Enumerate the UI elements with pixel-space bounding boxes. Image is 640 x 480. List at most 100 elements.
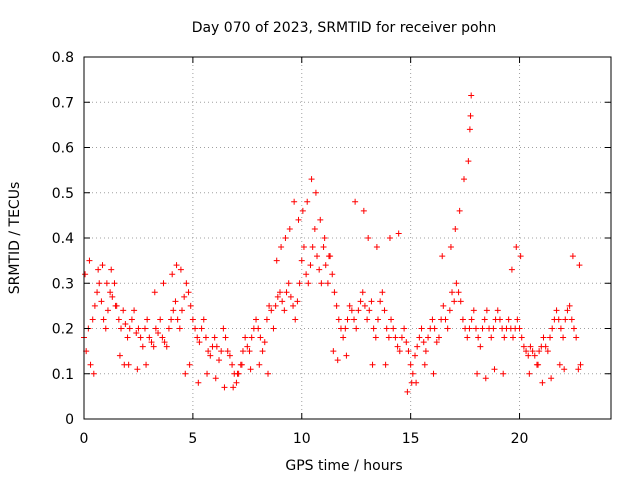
data-point [230, 384, 237, 391]
data-point [222, 334, 229, 341]
data-point [161, 339, 168, 346]
data-point [570, 325, 577, 332]
data-point [474, 370, 481, 377]
grid-lines [84, 57, 611, 419]
data-point [468, 316, 475, 323]
data-point [412, 352, 419, 359]
chart-title: Day 070 of 2023, SRMTID for receiver poh… [192, 20, 497, 36]
data-point [234, 370, 241, 377]
data-point [183, 280, 190, 287]
data-point [304, 198, 311, 205]
data-point [526, 370, 533, 377]
data-point [86, 257, 93, 264]
data-point [372, 334, 379, 341]
data-point [281, 307, 288, 314]
data-point [453, 280, 460, 287]
data-point [185, 289, 192, 296]
y-tick-label: 0.6 [52, 141, 74, 157]
data-point [413, 379, 420, 386]
data-point [96, 280, 103, 287]
y-tick-label: 0.1 [52, 367, 74, 383]
data-point [244, 343, 251, 350]
data-point [155, 330, 162, 337]
data-point [112, 302, 119, 309]
data-point [383, 325, 390, 332]
data-point [544, 348, 551, 355]
data-point [414, 343, 421, 350]
data-point [456, 207, 463, 214]
data-point [398, 334, 405, 341]
data-point [494, 307, 501, 314]
data-point [141, 325, 148, 332]
data-point [377, 298, 384, 305]
data-point [491, 366, 498, 373]
data-point [303, 271, 310, 278]
data-point [385, 334, 392, 341]
data-point [151, 289, 158, 296]
data-point [134, 366, 141, 373]
data-point [200, 316, 207, 323]
data-point [274, 293, 281, 300]
data-point [309, 244, 316, 251]
data-point [109, 293, 116, 300]
data-point [531, 352, 538, 359]
data-point [442, 316, 449, 323]
data-point [90, 370, 97, 377]
data-point [107, 289, 114, 296]
data-point [403, 339, 410, 346]
data-point [181, 293, 188, 300]
data-point [331, 289, 338, 296]
data-point [124, 334, 131, 341]
data-point [490, 325, 497, 332]
data-point [505, 316, 512, 323]
data-point [444, 325, 451, 332]
data-point [111, 280, 118, 287]
x-tick-label: 20 [511, 431, 529, 447]
data-point [150, 343, 157, 350]
data-point [176, 325, 183, 332]
data-point [89, 316, 96, 323]
data-point [366, 307, 373, 314]
data-point [467, 112, 474, 119]
data-point [317, 216, 324, 223]
data-point [360, 207, 367, 214]
data-point [374, 316, 381, 323]
data-point [451, 298, 458, 305]
data-point [131, 307, 138, 314]
data-point [359, 289, 366, 296]
data-point [238, 361, 245, 368]
data-point [218, 348, 225, 355]
data-point [120, 307, 127, 314]
data-point [416, 334, 423, 341]
data-point [421, 361, 428, 368]
data-point [311, 225, 318, 232]
data-point [168, 316, 175, 323]
data-point [418, 325, 425, 332]
data-point [126, 325, 133, 332]
data-point [115, 316, 122, 323]
data-point [422, 348, 429, 355]
data-point [295, 216, 302, 223]
data-point [388, 316, 395, 323]
data-point [329, 271, 336, 278]
data-point [312, 189, 319, 196]
data-point [351, 316, 358, 323]
data-point [272, 302, 279, 309]
data-point [439, 253, 446, 260]
data-point [202, 334, 209, 341]
data-point [266, 302, 273, 309]
data-point [520, 343, 527, 350]
data-point [314, 253, 321, 260]
data-point [299, 207, 306, 214]
data-point [91, 302, 98, 309]
data-point [298, 257, 305, 264]
data-point [172, 298, 179, 305]
data-point [459, 316, 466, 323]
data-point [307, 262, 314, 269]
data-point [355, 307, 362, 314]
data-point [481, 316, 488, 323]
data-point [330, 348, 337, 355]
y-tick-label: 0.5 [52, 186, 74, 202]
data-point [165, 325, 172, 332]
data-point [501, 334, 508, 341]
